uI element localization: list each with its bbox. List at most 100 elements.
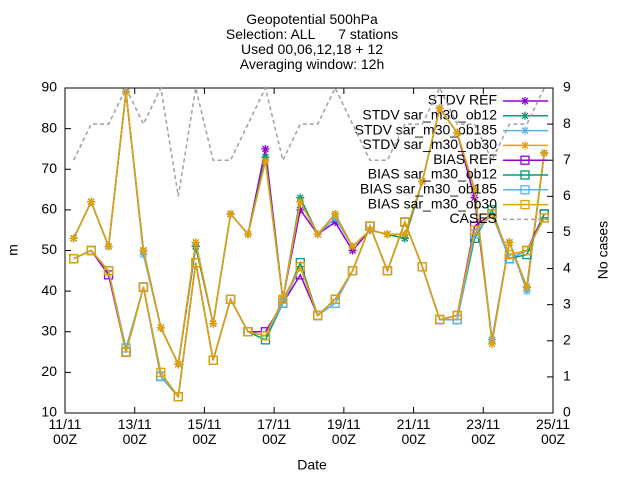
y-tick-label: 20 [41, 363, 57, 379]
y2-tick-label: 7 [563, 151, 571, 167]
data-point [260, 331, 271, 341]
y-tick-label: 90 [41, 79, 57, 95]
data-point [505, 238, 514, 247]
series-line [73, 212, 545, 399]
y2-tick-label: 6 [563, 187, 571, 203]
data-point [470, 193, 479, 202]
x-axis-label: Date [297, 457, 327, 473]
x-tick-label: 13/11 00Z [117, 416, 152, 447]
data-point [453, 128, 462, 137]
y2-tick-label: 1 [563, 368, 571, 384]
data-point [522, 245, 532, 256]
legend-label: BIAS sar_m30_ob12 [368, 166, 497, 182]
y2-tick-label: 5 [563, 223, 571, 239]
y-tick-label: 80 [41, 119, 57, 135]
legend-marker [521, 111, 529, 120]
data-point [469, 225, 480, 235]
data-point [69, 253, 79, 264]
y-tick-label: 70 [41, 160, 57, 176]
data-point [470, 185, 479, 194]
y2-tick-label: 8 [563, 115, 571, 131]
data-point [539, 213, 549, 223]
data-point [383, 230, 392, 239]
data-point [400, 234, 409, 243]
x-tick-label: 11/11 00Z [48, 416, 82, 447]
data-point [313, 310, 323, 321]
data-point [191, 258, 201, 268]
data-point [417, 262, 427, 272]
data-point [400, 230, 409, 239]
data-point [330, 294, 340, 304]
data-point [452, 310, 462, 321]
y-tick-label: 30 [41, 322, 57, 338]
data-point [296, 197, 305, 206]
y2-axis-label: No cases [595, 221, 611, 279]
x-tick-label: 19/11 00Z [326, 416, 361, 447]
legend-label: BIAS REF [433, 151, 497, 167]
data-point [261, 157, 270, 166]
y2-tick-label: 2 [563, 331, 571, 347]
legend-label: STDV REF [428, 92, 497, 108]
data-point [296, 193, 305, 202]
data-point [173, 392, 183, 402]
legend-label: STDV sar_m30_ob185 [355, 121, 498, 137]
legend-marker [520, 170, 530, 180]
data-point [365, 221, 375, 231]
data-point [261, 153, 270, 162]
data-point [86, 245, 96, 256]
y2-tick-label: 3 [563, 295, 571, 311]
legend-label: BIAS sar_m30_ob30 [368, 195, 497, 211]
data-point [295, 262, 305, 272]
data-point [400, 217, 410, 227]
y-tick-label: 40 [41, 282, 57, 298]
data-point [208, 355, 218, 365]
y2-tick-label: 9 [563, 79, 571, 95]
data-point [103, 266, 114, 276]
series-line [73, 85, 545, 197]
y-tick-label: 50 [41, 241, 57, 257]
legend-marker [521, 126, 529, 135]
y2-tick-label: 4 [563, 259, 571, 275]
series-line [73, 212, 545, 399]
y-tick-label: 60 [41, 201, 57, 217]
data-point [347, 266, 358, 276]
legend-label: STDV sar_m30_ob30 [362, 136, 497, 152]
data-point [382, 266, 393, 276]
data-point [244, 230, 252, 239]
data-point [191, 238, 200, 247]
legend-marker [520, 185, 530, 195]
legend-label: STDV sar_m30_ob12 [362, 107, 497, 123]
chart-title: Geopotential 500hPa Selection: ALL 7 sta… [225, 11, 399, 72]
data-point [348, 246, 357, 255]
data-point [348, 242, 357, 251]
data-point [138, 282, 149, 292]
data-point [435, 314, 445, 325]
data-point [156, 323, 165, 332]
data-point [122, 88, 130, 97]
data-point [156, 367, 166, 378]
data-point [331, 218, 340, 227]
legend-marker [520, 155, 530, 165]
data-point [139, 250, 148, 259]
x-tick-label: 23/11 00Z [466, 416, 501, 447]
data-point [121, 347, 131, 357]
legend-marker [520, 199, 530, 210]
data-point [313, 230, 322, 239]
series-line [73, 91, 546, 367]
data-point [435, 104, 444, 113]
data-point [488, 339, 496, 348]
data-point [225, 294, 236, 304]
data-point [104, 242, 113, 251]
data-point [278, 294, 288, 304]
legend-label: BIAS sar_m30_ob185 [360, 181, 497, 197]
x-tick-label: 15/11 00Z [187, 416, 222, 447]
legend-marker [521, 141, 529, 150]
data-point [87, 197, 96, 206]
legend-marker [521, 97, 529, 105]
data-point [522, 283, 531, 292]
data-point [69, 234, 78, 243]
data-point [504, 249, 515, 260]
x-tick-label: 25/11 00Z [536, 416, 570, 447]
